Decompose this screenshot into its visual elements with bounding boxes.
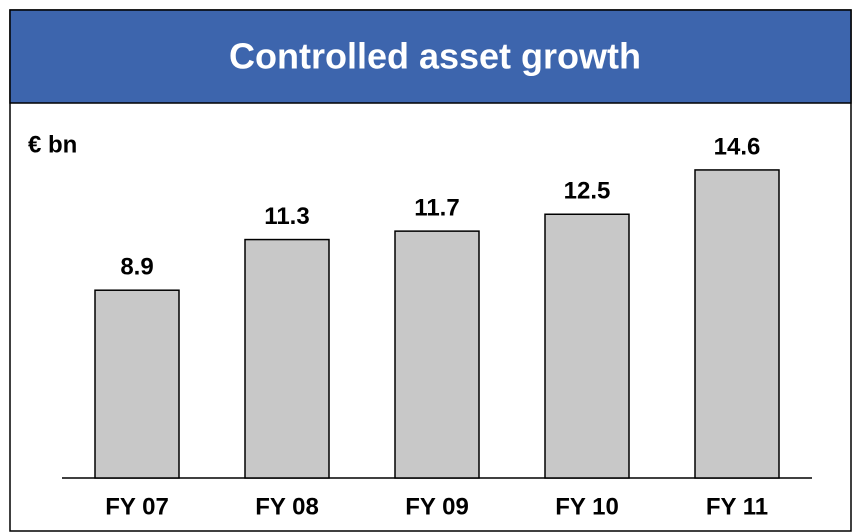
bar bbox=[394, 230, 480, 479]
x-tick-label: FY 08 bbox=[255, 493, 319, 520]
value-label: 8.9 bbox=[120, 254, 153, 281]
bar bbox=[544, 213, 630, 479]
value-label: 11.7 bbox=[414, 194, 459, 221]
unit-label: € bn bbox=[28, 131, 77, 158]
bar bbox=[244, 238, 330, 479]
chart-title: Controlled asset growth bbox=[229, 36, 641, 77]
bar bbox=[694, 169, 780, 479]
bar bbox=[94, 289, 180, 479]
x-tick-label: FY 11 bbox=[706, 493, 768, 520]
header-band bbox=[9, 9, 852, 104]
x-tick-label: FY 09 bbox=[405, 493, 469, 520]
x-tick-label: FY 07 bbox=[105, 493, 169, 520]
x-tick-label: FY 10 bbox=[555, 493, 619, 520]
value-label: 12.5 bbox=[564, 178, 611, 205]
value-label: 11.3 bbox=[264, 203, 309, 230]
value-label: 14.6 bbox=[714, 133, 761, 160]
